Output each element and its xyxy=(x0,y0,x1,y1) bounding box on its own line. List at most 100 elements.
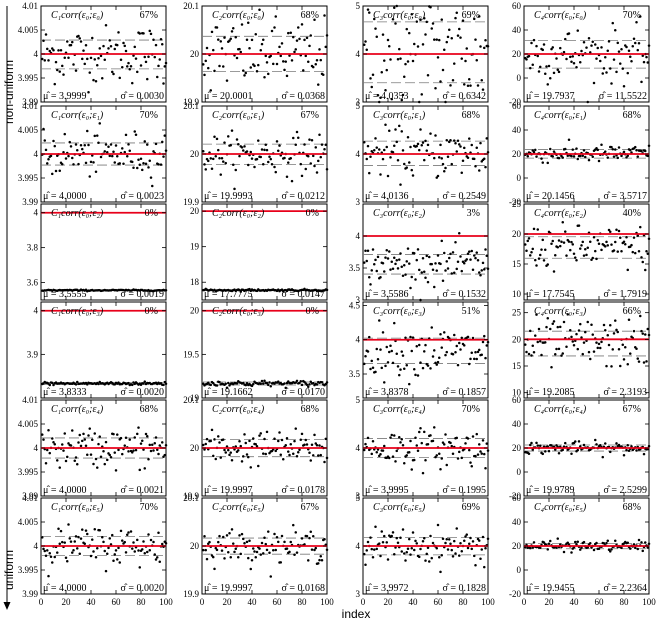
data-point xyxy=(570,60,573,64)
data-point xyxy=(460,269,463,273)
data-point xyxy=(400,350,403,353)
data-point xyxy=(641,332,644,335)
data-point xyxy=(148,29,151,33)
data-point xyxy=(423,537,426,540)
y-tick-label: 19.9 xyxy=(183,97,199,107)
data-point xyxy=(81,528,84,531)
data-point xyxy=(435,454,438,457)
data-point xyxy=(298,448,301,452)
panel-mean: μ̂ = 4.0000 xyxy=(43,191,87,202)
data-point xyxy=(386,558,390,561)
data-point xyxy=(440,157,443,160)
data-point xyxy=(374,137,377,140)
data-point xyxy=(89,554,93,558)
panel-frame xyxy=(40,301,167,399)
y-tick-label: 4 xyxy=(34,149,39,159)
data-point xyxy=(394,128,397,131)
data-point xyxy=(615,328,618,332)
data-point xyxy=(400,98,403,102)
data-point xyxy=(203,448,206,451)
data-point xyxy=(581,352,584,356)
data-point xyxy=(639,15,642,18)
data-point xyxy=(409,286,412,290)
data-point xyxy=(486,537,490,540)
data-point xyxy=(534,258,537,262)
data-point xyxy=(626,154,629,157)
data-point xyxy=(627,449,631,452)
data-point xyxy=(265,430,269,434)
y-tick-label: 3 xyxy=(356,97,361,107)
data-point xyxy=(307,559,310,562)
panel-percent: 68% xyxy=(140,404,158,415)
data-point xyxy=(479,557,482,561)
data-point xyxy=(546,83,549,86)
data-point xyxy=(460,336,463,340)
data-point xyxy=(325,381,329,384)
data-point xyxy=(156,448,159,452)
data-point xyxy=(401,528,405,531)
data-point xyxy=(313,433,316,437)
data-point xyxy=(458,554,461,557)
data-point xyxy=(293,553,296,557)
data-point xyxy=(456,457,460,460)
data-point xyxy=(589,357,592,361)
data-point xyxy=(253,165,256,169)
y-tick-label: 3.99 xyxy=(22,589,38,599)
data-point xyxy=(616,156,619,160)
data-point xyxy=(565,254,568,257)
data-point xyxy=(314,146,317,149)
data-point xyxy=(539,444,542,447)
panel-mean: μ̂ = 19.1662 xyxy=(204,387,253,398)
data-point xyxy=(133,550,136,553)
data-point xyxy=(63,432,66,435)
data-point xyxy=(64,157,68,160)
data-point xyxy=(572,343,576,347)
data-point xyxy=(642,60,646,64)
data-point xyxy=(242,455,245,458)
data-point xyxy=(596,148,599,152)
data-point xyxy=(252,382,255,386)
data-point xyxy=(228,453,231,457)
data-point xyxy=(258,8,261,12)
data-point xyxy=(446,267,450,270)
data-point xyxy=(250,38,254,42)
data-point xyxy=(164,289,168,292)
data-point xyxy=(219,456,222,459)
data-point xyxy=(410,547,413,550)
data-point xyxy=(215,26,219,29)
data-point xyxy=(390,534,393,538)
data-point xyxy=(576,347,579,351)
data-point xyxy=(537,327,541,331)
data-point xyxy=(409,553,412,556)
data-point xyxy=(596,239,599,242)
data-point xyxy=(395,140,398,144)
data-point xyxy=(569,248,572,252)
data-point xyxy=(127,531,130,534)
data-point xyxy=(136,70,139,74)
data-point xyxy=(381,33,385,36)
data-point xyxy=(589,240,592,244)
data-point xyxy=(232,542,235,545)
data-point xyxy=(374,525,377,529)
data-point xyxy=(305,383,309,387)
data-point xyxy=(79,143,83,147)
data-point xyxy=(52,49,55,52)
panel-r2-c0: 3.63.84 C₁corr(ε₀;ε₂) 0%μ̂ = 3.5555 σ̂ = 0.… xyxy=(27,203,168,301)
panel-percent: 67% xyxy=(301,502,319,513)
data-point xyxy=(424,458,427,462)
data-point xyxy=(137,549,140,552)
data-point xyxy=(62,73,65,76)
data-point xyxy=(249,567,252,571)
data-point xyxy=(363,552,366,556)
data-point xyxy=(429,132,432,135)
data-point xyxy=(464,59,467,63)
data-point xyxy=(625,236,628,239)
data-point xyxy=(429,367,432,370)
data-point xyxy=(555,347,558,351)
data-point xyxy=(445,40,448,44)
data-point xyxy=(102,540,105,544)
data-point xyxy=(288,550,291,554)
data-point xyxy=(205,437,209,441)
data-point xyxy=(385,248,388,252)
